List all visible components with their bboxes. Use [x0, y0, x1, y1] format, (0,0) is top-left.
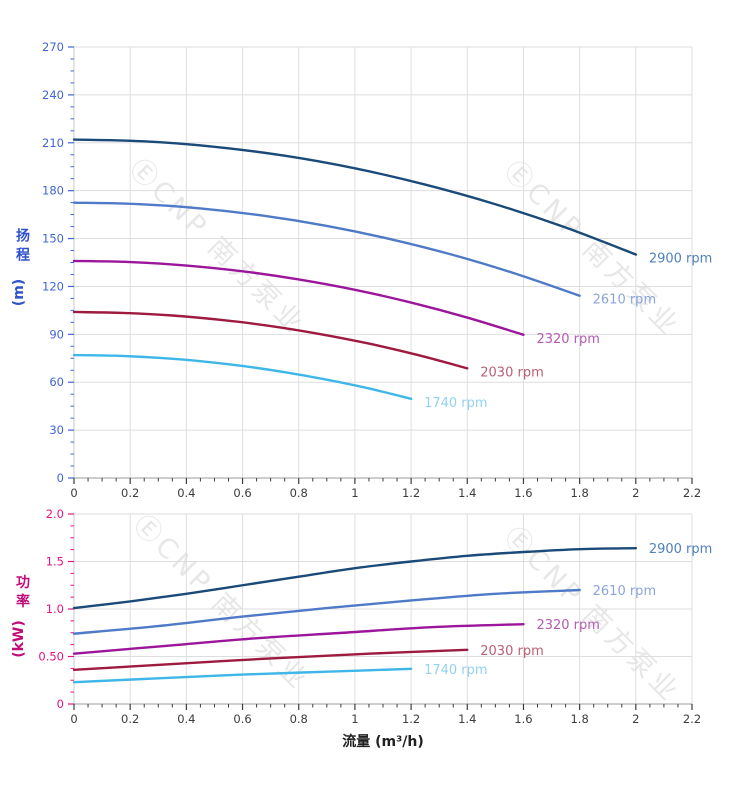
x-tick-label: 1.8: [570, 486, 588, 500]
x-tick-label: 2: [632, 486, 639, 500]
rpm-label-2610-rpm: 2610 rpm: [593, 584, 656, 599]
x-tick-label: 1: [351, 486, 358, 500]
curve-2900-rpm: [72, 547, 638, 610]
curve-2320-rpm: [72, 259, 525, 337]
curve-2320-rpm: [72, 623, 525, 655]
curve-2030-rpm: [72, 310, 469, 370]
rpm-label-1740-rpm: 1740 rpm: [424, 663, 487, 678]
x-tick-label: 1.6: [514, 486, 532, 500]
rpm-label-2030-rpm: 2030 rpm: [480, 644, 543, 659]
y-axis-title-char: 率: [16, 593, 30, 610]
y-tick-label: 120: [42, 279, 64, 293]
y-axis-title-char: 功: [16, 575, 30, 591]
x-tick-label: 2.2: [683, 486, 701, 500]
y-axis-title-unit: (kW): [11, 620, 27, 658]
x-tick-label: 2.2: [683, 712, 701, 726]
y-tick-label: 0: [57, 697, 64, 711]
y-axis-title-char: 程: [16, 248, 30, 264]
x-tick-label: 1: [351, 712, 358, 726]
y-tick-label: 240: [42, 88, 64, 102]
labels-layer: 2900 rpm 2610 rpm 2320 rpm 2030 rpm 1740 rpm…: [424, 252, 712, 678]
curve-1740-rpm: [72, 353, 413, 401]
x-tick-label: 0.6: [233, 486, 251, 500]
y-tick-label: 90: [49, 327, 64, 341]
brand-watermark: ⒺCNP 南方泵业: [127, 509, 315, 697]
x-tick-label: 0.8: [290, 712, 308, 726]
x-tick-label: 1.8: [570, 712, 588, 726]
x-tick-label: 0.4: [177, 712, 195, 726]
x-tick-label: 0.8: [290, 486, 308, 500]
y-axis-title-unit: (m): [11, 279, 27, 306]
x-tick-label: 0.2: [121, 486, 139, 500]
x-tick-label: 1.4: [458, 712, 476, 726]
rpm-label-2900-rpm: 2900 rpm: [649, 252, 712, 267]
y-tick-label: 0.50: [38, 650, 64, 664]
x-tick-label: 0.6: [233, 712, 251, 726]
y-tick-label: 60: [49, 375, 64, 389]
y-tick-label: 1.0: [46, 602, 64, 616]
y-tick-label: 0: [57, 471, 64, 485]
brand-watermark: ⒺCNP 南方泵业: [498, 155, 686, 343]
x-tick-label: 0: [70, 486, 77, 500]
x-tick-label: 0.2: [121, 712, 139, 726]
y-axis-title-char: 扬: [16, 228, 30, 245]
curve-2610-rpm: [72, 588, 581, 635]
rpm-label-2030-rpm: 2030 rpm: [480, 365, 543, 380]
y-tick-label: 180: [42, 184, 64, 198]
brand-watermark: ⒺCNP 南方泵业: [123, 153, 311, 341]
x-tick-label: 0.4: [177, 486, 195, 500]
rpm-label-1740-rpm: 1740 rpm: [424, 396, 487, 411]
curve-2610-rpm: [72, 201, 581, 297]
x-tick-label: 2: [632, 712, 639, 726]
rpm-label-2610-rpm: 2610 rpm: [593, 293, 656, 308]
x-tick-label: 0: [70, 712, 77, 726]
rpm-label-2320-rpm: 2320 rpm: [536, 332, 599, 347]
y-tick-label: 270: [42, 40, 64, 54]
curve-2030-rpm: [72, 648, 469, 671]
x-axis-title: 流量 (m³/h): [342, 733, 423, 750]
y-tick-label: 2.0: [46, 507, 64, 521]
rpm-label-2900-rpm: 2900 rpm: [649, 542, 712, 557]
series-layer: [72, 138, 638, 684]
x-tick-label: 1.6: [514, 712, 532, 726]
curve-1740-rpm: [72, 667, 413, 684]
x-tick-label: 1.2: [402, 712, 420, 726]
y-tick-label: 1.5: [46, 555, 64, 569]
x-tick-label: 1.4: [458, 486, 476, 500]
curve-2900-rpm: [72, 138, 638, 256]
y-tick-label: 30: [49, 423, 64, 437]
rpm-label-2320-rpm: 2320 rpm: [536, 618, 599, 633]
x-tick-label: 1.2: [402, 486, 420, 500]
y-tick-label: 150: [42, 232, 64, 246]
y-tick-label: 210: [42, 136, 64, 150]
